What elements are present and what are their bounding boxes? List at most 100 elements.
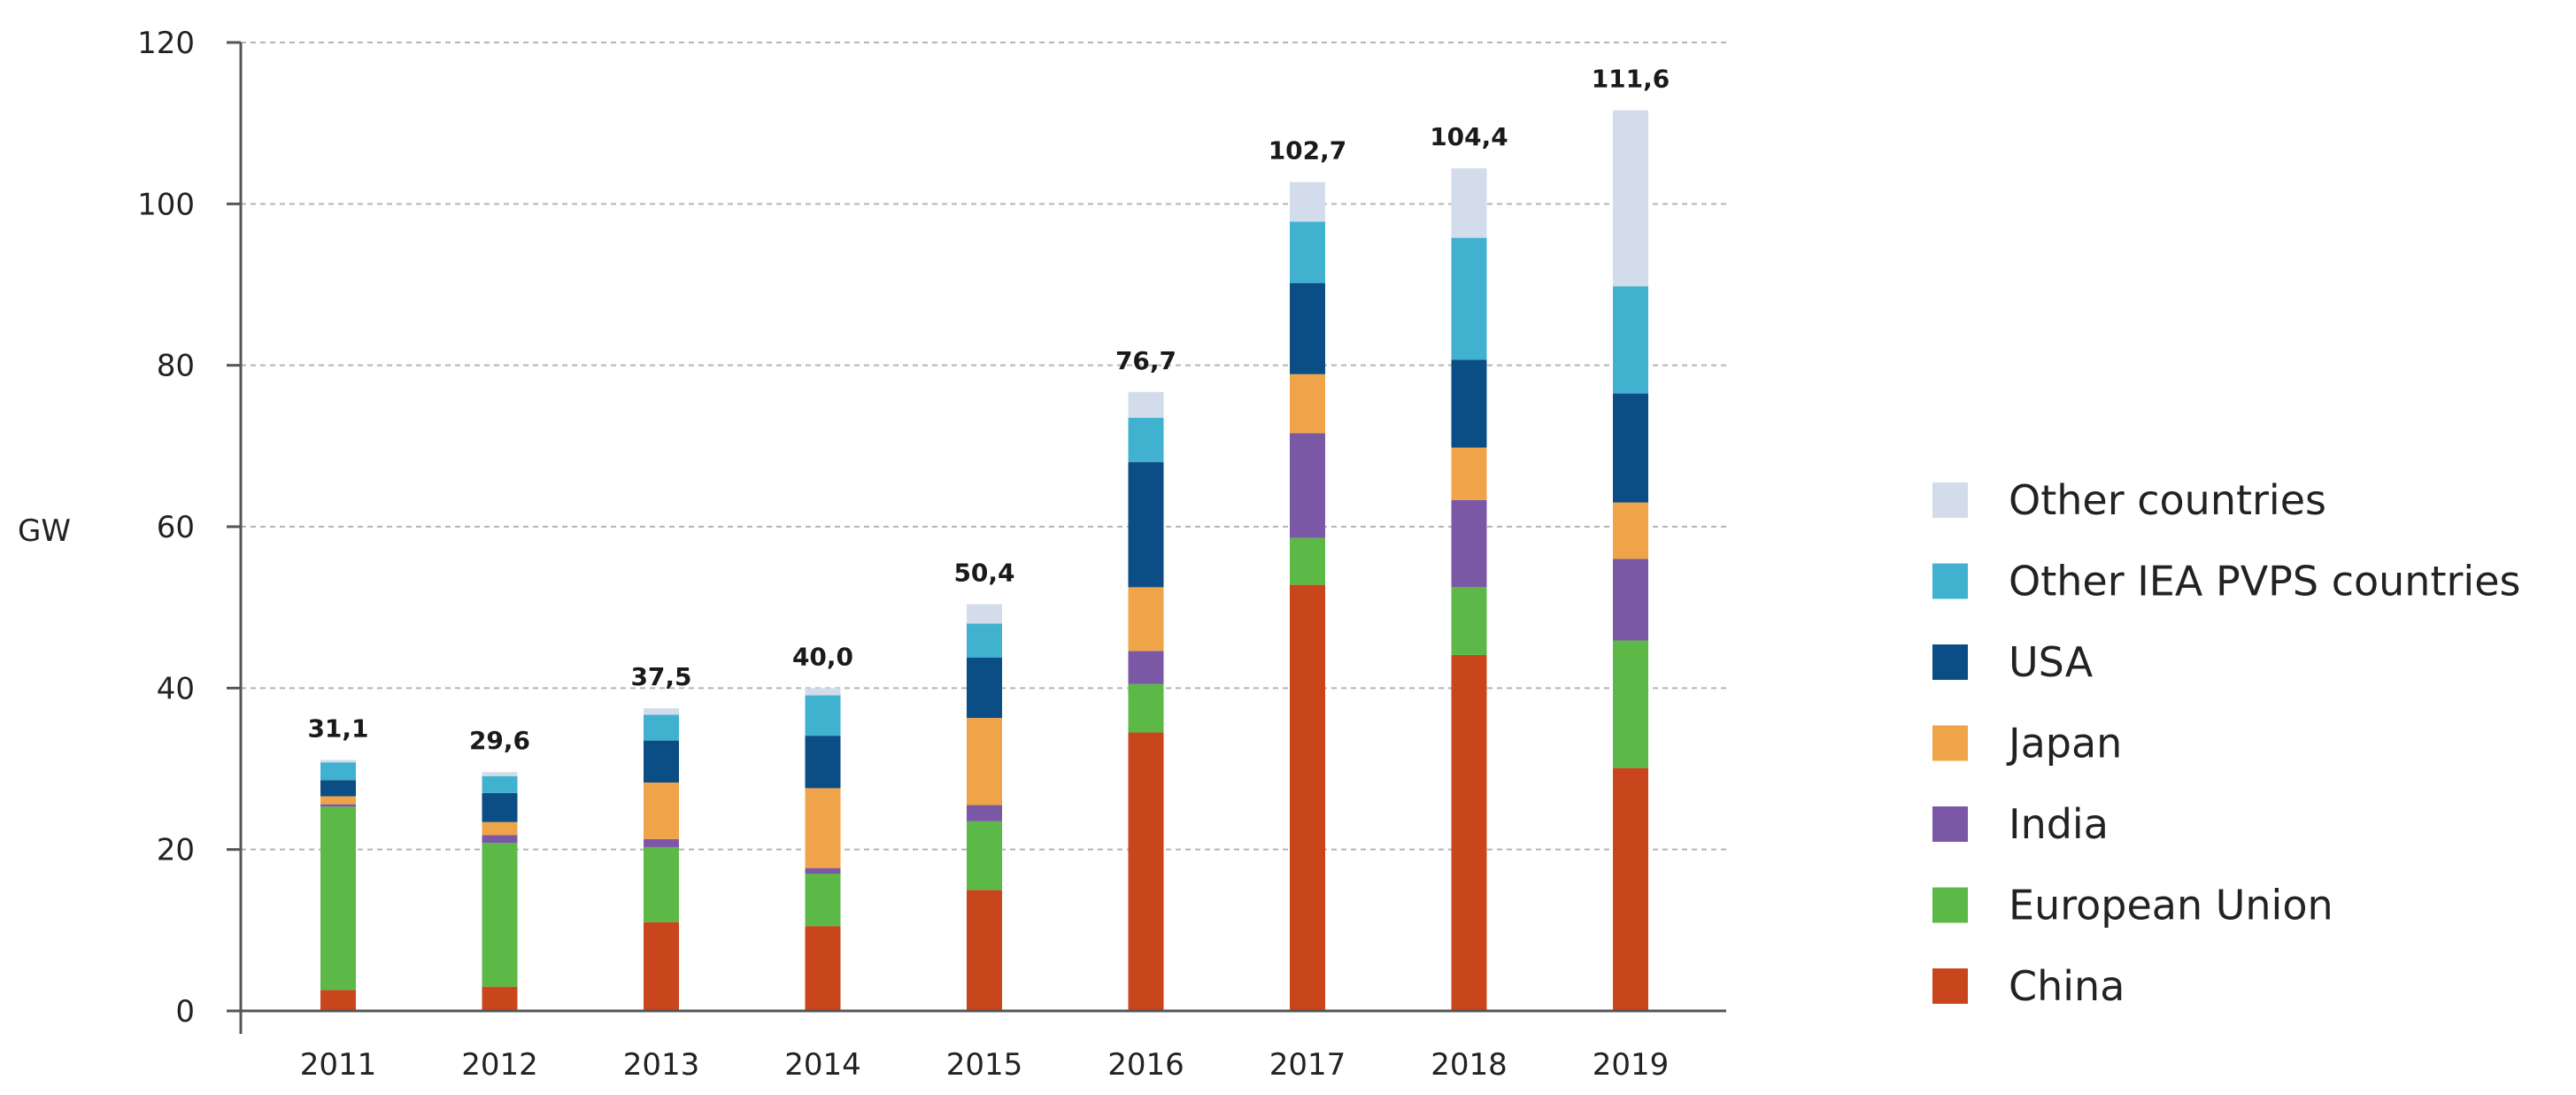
axes <box>239 42 1726 1034</box>
bar-segment <box>1128 391 1164 418</box>
bar-segment <box>1128 683 1164 733</box>
bar-segment <box>482 835 518 844</box>
bar-segment <box>644 714 679 741</box>
bar-segment <box>967 604 1002 624</box>
bar-segment <box>1613 110 1648 287</box>
bar-segment <box>644 846 679 922</box>
legend-label: China <box>2009 962 2125 1010</box>
bar-segment <box>482 821 518 836</box>
bar-segment <box>482 775 518 793</box>
legend-label: India <box>2009 800 2109 848</box>
bar-segment <box>1451 447 1487 500</box>
total-label: 102,7 <box>1269 136 1347 166</box>
bar-segment <box>1613 640 1648 768</box>
y-tick-label: 100 <box>137 187 195 222</box>
bar-segment <box>1128 417 1164 463</box>
legend-swatch <box>1932 644 1968 680</box>
bar-segment <box>805 695 841 736</box>
legend-swatch <box>1932 482 1968 518</box>
bar-segment <box>482 986 518 1011</box>
bar-segment <box>1128 587 1164 652</box>
bar-segment <box>1290 221 1325 283</box>
bar-segment <box>1451 168 1487 238</box>
total-label: 29,6 <box>469 726 530 755</box>
bar-segment <box>320 762 356 781</box>
total-label: 40,0 <box>792 642 853 671</box>
bar-segment <box>805 788 841 868</box>
bar-segment <box>805 926 841 1011</box>
x-tick-label: 2019 <box>1593 1047 1670 1083</box>
legend-swatch <box>1932 806 1968 842</box>
bar-segment <box>967 718 1002 806</box>
total-label: 31,1 <box>307 713 368 743</box>
bar-segment <box>320 760 356 763</box>
y-tick-label: 40 <box>157 671 195 706</box>
bar-segment <box>805 874 841 927</box>
bar-segment <box>967 623 1002 658</box>
legend-swatch <box>1932 725 1968 761</box>
bar-segment <box>644 838 679 847</box>
legend-label: Japan <box>2006 720 2122 767</box>
legend: Other countries Other IEA PVPS countries U… <box>1932 476 2520 1010</box>
total-label: 104,4 <box>1430 122 1508 151</box>
legend-label: Other IEA PVPS countries <box>2009 558 2520 605</box>
bar-segment <box>1451 237 1487 360</box>
bar-segment <box>320 796 356 805</box>
bar-segment <box>320 990 356 1011</box>
y-tick-label: 80 <box>157 349 195 384</box>
bar-segment <box>1290 584 1325 1011</box>
bar-segment <box>1613 393 1648 503</box>
bars <box>320 110 1648 1011</box>
bar-segment <box>320 780 356 797</box>
bar-segment <box>1290 374 1325 434</box>
legend-label: European Union <box>2009 882 2333 929</box>
bar-segment <box>1128 462 1164 588</box>
y-tick-label: 0 <box>175 994 195 1029</box>
bar-segment <box>1290 537 1325 585</box>
bar-segment <box>805 868 841 875</box>
bar-segment <box>482 843 518 987</box>
legend-label: Other countries <box>2009 476 2326 524</box>
bar-segment <box>1290 282 1325 374</box>
bar-segment <box>1451 499 1487 588</box>
bar-segment <box>1613 286 1648 394</box>
bar-segment <box>1613 502 1648 559</box>
bar-segment <box>967 657 1002 719</box>
x-tick-label: 2011 <box>300 1047 377 1083</box>
total-label: 50,4 <box>953 559 1014 588</box>
x-tick-label: 2015 <box>946 1047 1023 1083</box>
y-tick-label: 120 <box>137 26 195 61</box>
x-tick-label: 2016 <box>1107 1047 1184 1083</box>
bar-segment <box>1613 559 1648 641</box>
bar-segment <box>644 740 679 783</box>
bar-segment <box>1128 732 1164 1011</box>
bar-segment <box>644 708 679 715</box>
bar-segment <box>1451 359 1487 448</box>
bar-segment <box>644 921 679 1011</box>
legend-swatch <box>1932 563 1968 599</box>
bar-segment <box>482 792 518 822</box>
bar-segment <box>967 890 1002 1011</box>
bar-segment <box>320 804 356 807</box>
bar-segment <box>1451 587 1487 655</box>
total-label: 111,6 <box>1592 65 1670 94</box>
total-label: 76,7 <box>1115 346 1176 375</box>
bar-segment <box>1451 654 1487 1011</box>
y-tick-label: 20 <box>157 833 195 868</box>
total-label: 37,5 <box>630 662 691 691</box>
legend-label: USA <box>2009 638 2094 686</box>
x-tick-label: 2018 <box>1431 1047 1508 1083</box>
bar-segment <box>320 806 356 991</box>
total-labels: 31,1 29,6 37,5 40,0 50,4 76,7 102,7 104,4 111,6 <box>307 65 1670 756</box>
legend-swatch <box>1932 968 1968 1004</box>
y-tick-label: 60 <box>157 510 195 545</box>
bar-segment <box>805 688 841 696</box>
x-tick-label: 2012 <box>461 1047 538 1083</box>
x-tick-label: 2013 <box>623 1047 700 1083</box>
x-tick-label: 2017 <box>1269 1047 1346 1083</box>
bar-segment <box>1290 433 1325 538</box>
bar-segment <box>644 782 679 839</box>
bar-segment <box>967 821 1002 891</box>
bar-segment <box>1613 767 1648 1011</box>
